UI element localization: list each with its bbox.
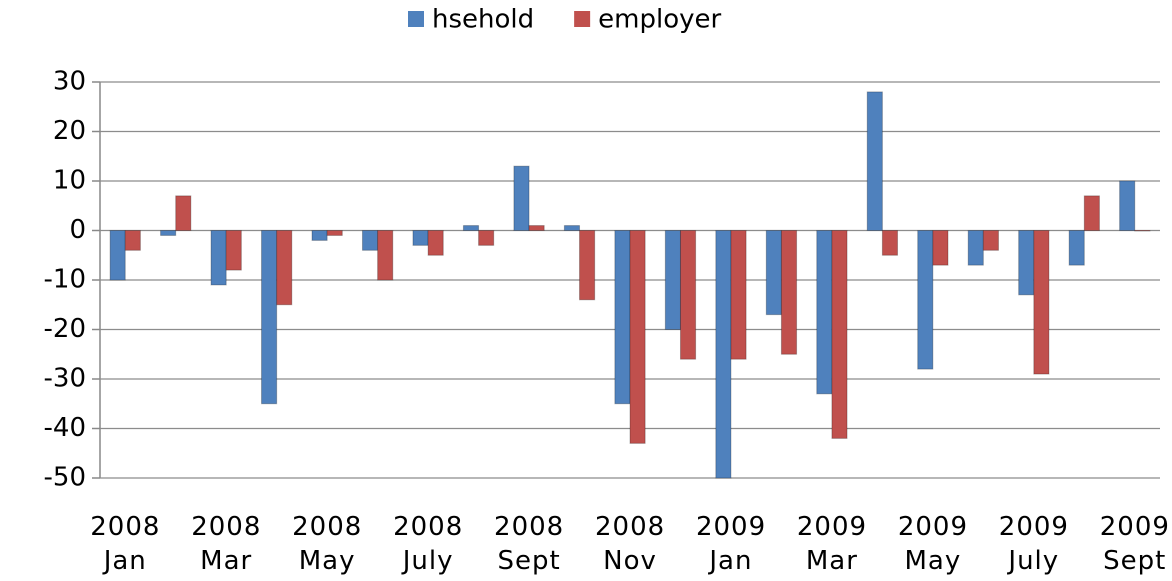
x-tick-label: 2009 July <box>998 512 1069 576</box>
y-tick-label: -10 <box>44 265 86 295</box>
x-tick-label: 2009 Sept <box>1099 512 1170 576</box>
y-tick-label: 10 <box>53 166 86 196</box>
bar <box>715 230 732 479</box>
y-tick-label: 30 <box>53 67 86 97</box>
bar <box>311 230 328 241</box>
bar <box>361 230 379 251</box>
bar <box>932 230 949 266</box>
bar <box>765 230 782 316</box>
legend-label: employer <box>598 5 721 35</box>
bar <box>1033 230 1050 375</box>
y-tick-label: 20 <box>53 116 86 146</box>
bar <box>412 230 429 246</box>
x-tick-label: 2008 May <box>292 512 363 576</box>
x-tick-label: 2008 July <box>393 512 464 576</box>
bar <box>967 230 984 266</box>
bar <box>917 230 934 370</box>
bar <box>1134 230 1151 232</box>
bar <box>377 230 394 281</box>
bar <box>478 230 495 246</box>
bar <box>210 230 227 286</box>
bar <box>982 230 999 251</box>
y-tick-label: -20 <box>44 314 86 344</box>
bar <box>780 230 798 355</box>
bar <box>175 195 192 232</box>
bar <box>1083 195 1100 232</box>
x-tick-label: 2008 Sept <box>494 512 565 576</box>
bar <box>427 230 444 256</box>
bar <box>160 230 177 236</box>
x-tick-label: 2009 Jan <box>695 512 767 576</box>
legend-label: hsehold <box>432 5 534 35</box>
x-tick-label: 2009 May <box>897 512 969 576</box>
bar <box>261 230 278 405</box>
bar <box>629 230 646 444</box>
y-tick-label: -30 <box>44 364 86 394</box>
bar <box>579 230 596 301</box>
bar <box>276 230 293 306</box>
legend-swatch <box>408 11 424 27</box>
bar <box>679 230 697 360</box>
bar <box>462 225 480 232</box>
x-tick-label: 2008 Nov <box>595 512 666 576</box>
y-tick-label: -40 <box>44 413 86 443</box>
bar <box>866 91 883 232</box>
bar <box>816 230 833 395</box>
bar <box>881 230 899 256</box>
bar <box>124 230 141 251</box>
bar <box>528 225 545 232</box>
bar <box>730 230 747 360</box>
bar <box>326 230 343 236</box>
bar <box>664 230 681 330</box>
bar <box>225 230 242 271</box>
legend-swatch <box>574 11 591 27</box>
x-tick-label: 2008 Mar <box>191 512 262 576</box>
bar <box>513 165 530 231</box>
x-tick-label: 2009 Mar <box>796 512 868 576</box>
x-tick-label: 2008 Jan <box>90 512 161 576</box>
bar <box>563 225 581 232</box>
bar <box>1119 180 1136 231</box>
y-tick-label: -50 <box>44 463 86 493</box>
bar <box>614 230 631 405</box>
bar <box>831 230 848 439</box>
bar <box>109 230 126 281</box>
bar <box>1018 230 1035 296</box>
y-tick-label: 0 <box>69 215 86 245</box>
bar <box>1068 230 1085 266</box>
